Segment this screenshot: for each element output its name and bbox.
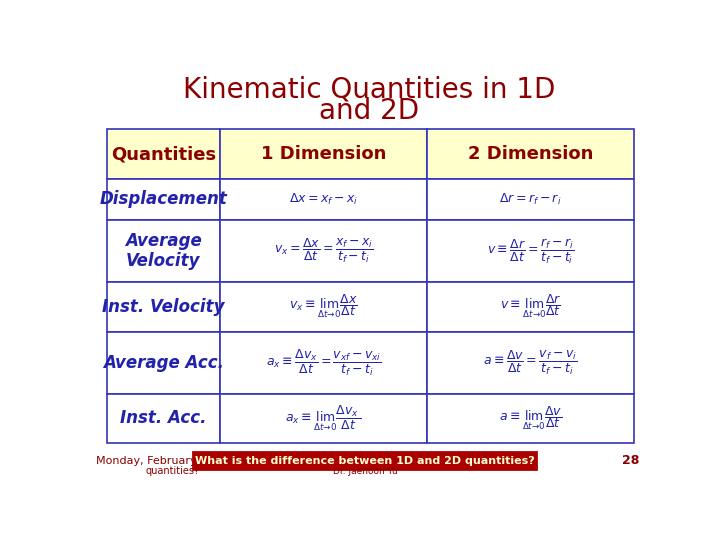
Text: Inst. Acc.: Inst. Acc. (120, 409, 207, 428)
Text: Quantities: Quantities (111, 145, 216, 163)
Bar (107, 394, 220, 443)
Text: $a_x \equiv \lim_{\Delta t \to 0} \dfrac{\Delta v_x}{\Delta t}$: $a_x \equiv \lim_{\Delta t \to 0} \dfrac… (285, 404, 361, 433)
Bar (107, 220, 220, 282)
Bar (107, 332, 220, 394)
Text: $v_x \equiv \lim_{\Delta t \to 0} \dfrac{\Delta x}{\Delta t}$: $v_x \equiv \lim_{\Delta t \to 0} \dfrac… (289, 293, 358, 320)
Text: $a_x \equiv \dfrac{\Delta v_x}{\Delta t} = \dfrac{v_{xf} - v_{xi}}{t_f - t_i}$: $a_x \equiv \dfrac{\Delta v_x}{\Delta t}… (266, 348, 382, 377)
Bar (427, 332, 634, 394)
Bar (107, 179, 220, 220)
Text: Inst. Velocity: Inst. Velocity (102, 298, 225, 316)
Bar (107, 129, 220, 179)
Bar (220, 332, 427, 394)
Text: quantities?: quantities? (145, 467, 200, 476)
Text: and 2D: and 2D (319, 97, 419, 125)
Bar (427, 220, 634, 282)
Bar (220, 220, 427, 282)
Bar (107, 282, 220, 332)
Text: 2 Dimension: 2 Dimension (468, 145, 593, 163)
Text: 1 Dimension: 1 Dimension (261, 145, 386, 163)
Bar (220, 394, 427, 443)
Text: $a \equiv \lim_{\Delta t \to 0} \dfrac{\Delta v}{\Delta t}$: $a \equiv \lim_{\Delta t \to 0} \dfrac{\… (499, 405, 562, 432)
Text: What is the difference between 1D and 2D quantities?: What is the difference between 1D and 2D… (195, 456, 535, 465)
Text: Average Acc.: Average Acc. (103, 354, 224, 372)
Text: $v \equiv \lim_{\Delta t \to 0} \dfrac{\Delta r}{\Delta t}$: $v \equiv \lim_{\Delta t \to 0} \dfrac{\… (500, 293, 561, 320)
Text: $v \equiv \dfrac{\Delta r}{\Delta t} = \dfrac{r_f - r_i}{t_f - t_i}$: $v \equiv \dfrac{\Delta r}{\Delta t} = \… (487, 237, 574, 266)
Bar (220, 129, 427, 179)
Bar (427, 282, 634, 332)
Text: 28: 28 (622, 454, 639, 467)
Text: Average
Velocity: Average Velocity (125, 232, 202, 271)
Bar (427, 179, 634, 220)
Text: Displacement: Displacement (99, 190, 228, 208)
Bar (220, 282, 427, 332)
Bar (193, 453, 536, 469)
Bar (220, 179, 427, 220)
Text: Kinematic Quantities in 1D: Kinematic Quantities in 1D (183, 76, 555, 104)
Text: $v_x = \dfrac{\Delta x}{\Delta t} = \dfrac{x_f - x_i}{t_f - t_i}$: $v_x = \dfrac{\Delta x}{\Delta t} = \dfr… (274, 237, 373, 265)
Text: $\Delta r = r_f - r_i$: $\Delta r = r_f - r_i$ (499, 192, 562, 207)
Bar (427, 394, 634, 443)
Text: $\Delta x = x_f - x_i$: $\Delta x = x_f - x_i$ (289, 192, 358, 207)
Text: Monday, February 13, 2012: Monday, February 13, 2012 (96, 456, 249, 465)
Text: $a \equiv \dfrac{\Delta v}{\Delta t} = \dfrac{v_f - v_i}{t_f - t_i}$: $a \equiv \dfrac{\Delta v}{\Delta t} = \… (483, 348, 577, 377)
Bar (427, 129, 634, 179)
Text: Dr. Jaehoon Yu: Dr. Jaehoon Yu (333, 467, 397, 476)
